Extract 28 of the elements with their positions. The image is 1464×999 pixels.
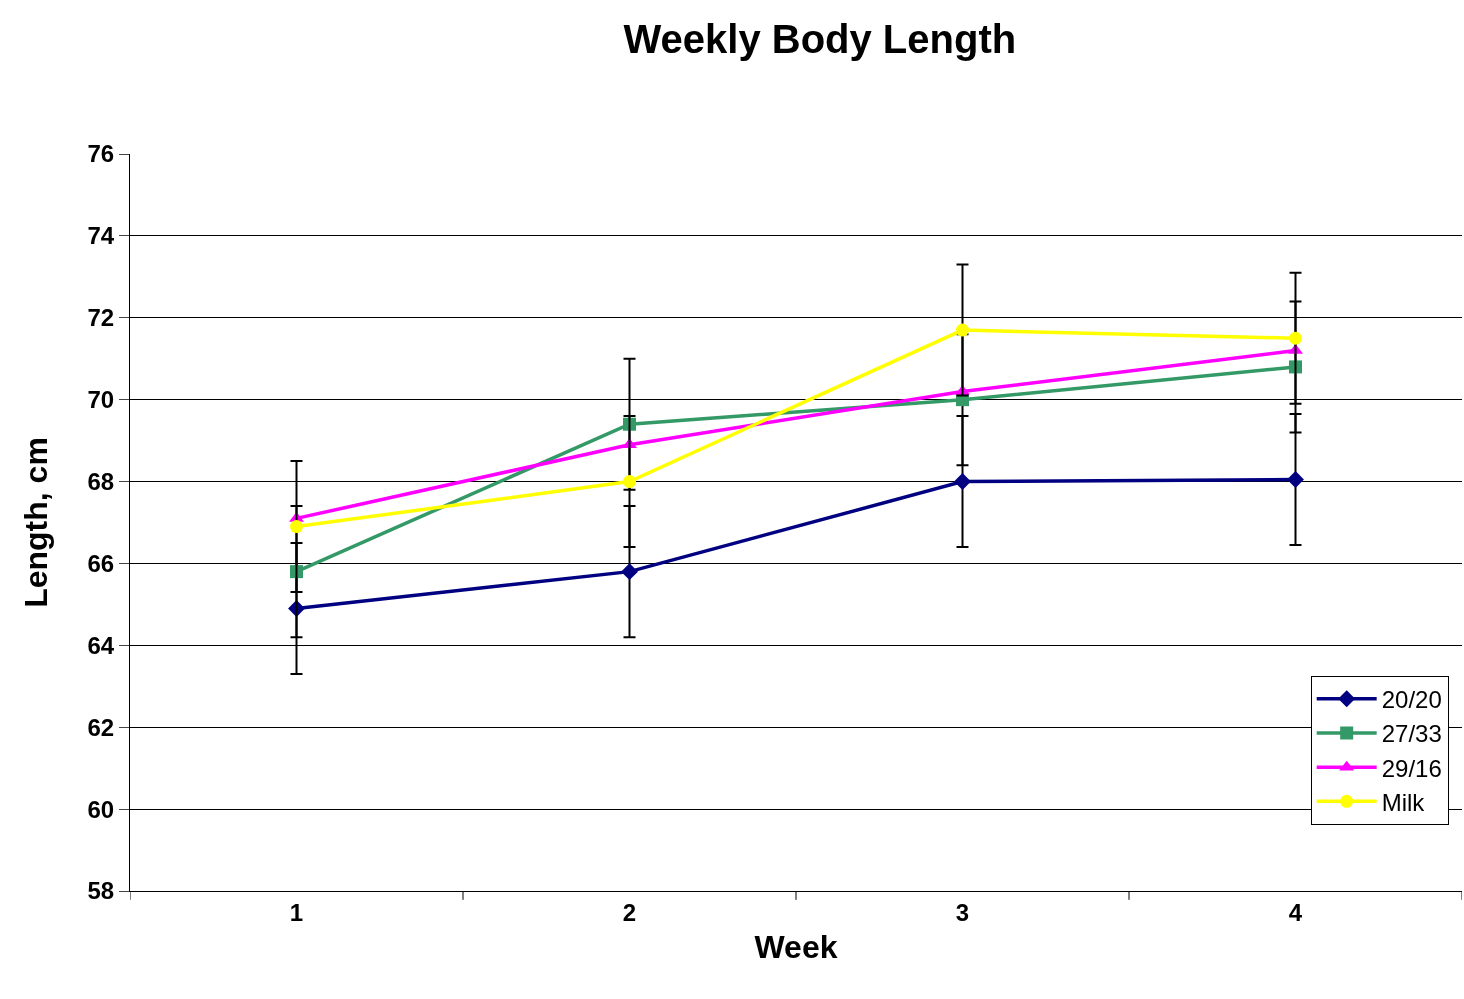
point <box>1287 471 1304 488</box>
x-axis-title: Week <box>754 928 838 965</box>
legend-label: Milk <box>1381 788 1426 816</box>
point <box>954 473 971 491</box>
y-tick-label: 70 <box>87 386 115 414</box>
y-tick-label: 68 <box>87 467 115 495</box>
legend-label: 27/33 <box>1381 720 1442 748</box>
legend-label: 29/16 <box>1381 754 1442 782</box>
y-axis-title: Length, cm <box>17 437 54 608</box>
y-tick-label: 62 <box>87 713 115 741</box>
point <box>1289 331 1302 345</box>
y-tick-label: 76 <box>87 140 115 168</box>
chart-title: Weekly Body Length <box>623 16 1017 61</box>
x-tick-label: 2 <box>622 898 637 926</box>
y-tick-label: 58 <box>87 877 115 905</box>
x-tick-label: 1 <box>289 898 304 926</box>
y-tick-label: 72 <box>87 304 115 332</box>
legend-label: 20/20 <box>1381 686 1442 714</box>
point <box>290 520 303 534</box>
point <box>956 323 969 337</box>
y-tick-label: 60 <box>87 795 115 823</box>
y-tick-label: 74 <box>87 222 115 250</box>
point <box>621 563 638 581</box>
x-tick-label: 4 <box>1288 898 1303 926</box>
point <box>623 475 636 489</box>
y-tick-label: 64 <box>87 631 115 659</box>
x-tick-label: 3 <box>955 898 970 926</box>
y-tick-label: 66 <box>87 549 115 577</box>
